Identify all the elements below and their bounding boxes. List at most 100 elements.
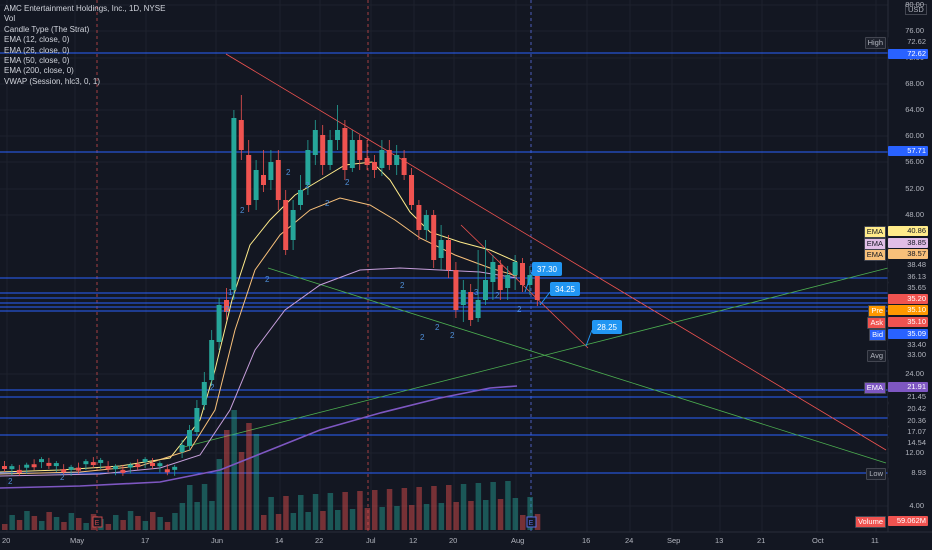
strat-label: 2 xyxy=(286,168,291,177)
candle-body xyxy=(372,162,377,170)
volume-bar xyxy=(490,482,496,530)
legend-ema26[interactable]: EMA (26, close, 0) xyxy=(4,45,70,55)
candle-body xyxy=(16,469,22,473)
candle-body xyxy=(98,459,104,463)
volume-bar xyxy=(386,489,393,530)
volume-bar xyxy=(246,423,252,530)
volume-bar xyxy=(431,486,437,530)
candle-body xyxy=(216,305,222,342)
volume-bar xyxy=(127,511,134,530)
candle-body xyxy=(409,175,414,205)
price-badge-value: 21.45 xyxy=(888,392,928,402)
candle-body xyxy=(364,158,370,165)
volume-bar xyxy=(164,522,171,530)
price-badge-value: 35.65 xyxy=(888,283,928,293)
volume-bar xyxy=(61,522,67,530)
candle-body xyxy=(357,140,363,160)
volume-bar xyxy=(342,492,348,530)
x-tick-label: May xyxy=(70,536,85,545)
legend-title[interactable]: AMC Entertainment Holdings, Inc., 1D, NY… xyxy=(4,4,166,13)
legend-vol[interactable]: Vol xyxy=(4,14,16,24)
candle-body xyxy=(453,270,459,310)
candle-body xyxy=(438,240,444,258)
candle-body xyxy=(268,162,274,180)
strat-label: 2 xyxy=(495,291,500,300)
volume-bar xyxy=(209,501,215,530)
candle-body xyxy=(187,430,192,446)
candle-body xyxy=(460,290,466,305)
x-tick-label: Jun xyxy=(211,536,224,545)
y-tick-label: 60.00 xyxy=(905,131,924,140)
resistance-trend-line xyxy=(460,224,589,349)
candle-body xyxy=(120,469,126,473)
strat-label: 2 xyxy=(225,305,230,314)
price-badge-value: 14.54 xyxy=(888,438,928,448)
price-badge-label: EMA xyxy=(863,226,886,238)
candle-body xyxy=(416,205,422,230)
price-badge-value: 59.062M xyxy=(888,516,928,526)
candle-body xyxy=(379,150,385,168)
price-badge-value: 38.85 xyxy=(888,238,928,248)
y-tick-label: 24.00 xyxy=(905,369,924,378)
price-badge-value: 72.62 xyxy=(888,49,928,59)
volume-bar xyxy=(364,508,371,530)
candle-body xyxy=(283,200,289,250)
price-badge-value: 35.09 xyxy=(888,329,928,339)
volume-bar xyxy=(253,434,260,530)
horizontal-levels xyxy=(0,52,888,474)
ema12-line xyxy=(0,161,518,473)
price-badge-value: 72.62 xyxy=(888,37,928,47)
candle-body xyxy=(105,466,111,470)
y-tick-label: 76.00 xyxy=(905,26,924,35)
legend-strat[interactable]: Candle Type (The Strat) xyxy=(4,24,90,34)
candle-body xyxy=(2,466,7,469)
volume-bar xyxy=(394,506,400,530)
candles xyxy=(2,95,540,476)
candle-body xyxy=(527,275,533,285)
trend-lines xyxy=(179,53,889,464)
volume-bar xyxy=(31,516,38,530)
y-tick-label: 48.00 xyxy=(905,210,924,219)
candle-body xyxy=(335,130,340,140)
volume-bar xyxy=(534,514,541,530)
volume-bar xyxy=(290,513,297,530)
candle-body xyxy=(76,467,81,471)
volume-bar xyxy=(527,497,533,530)
callout-leader xyxy=(524,271,533,293)
callout-box xyxy=(592,320,622,334)
price-badge-label: High xyxy=(864,37,886,49)
y-tick-label: 12.00 xyxy=(905,448,924,457)
strat-label: 2 xyxy=(400,281,405,290)
legend-ema50[interactable]: EMA (50, close, 0) xyxy=(4,56,70,66)
x-tick-label: Jul xyxy=(366,536,376,545)
volume-bar xyxy=(298,495,304,530)
price-badge-label: Low xyxy=(866,468,886,480)
candle-body xyxy=(386,150,392,165)
y-tick-label: 64.00 xyxy=(905,105,924,114)
volume-bar xyxy=(105,524,112,530)
price-badge-label: EMA xyxy=(863,382,886,394)
legend-ema200[interactable]: EMA (200, close, 0) xyxy=(4,66,74,76)
volume-bar xyxy=(157,517,163,530)
candle-body xyxy=(253,170,259,200)
legend-vwap[interactable]: VWAP (Session, hlc3, 0, 1) xyxy=(4,76,101,86)
price-badge-value: 35.10 xyxy=(888,317,928,327)
volume-bar xyxy=(24,511,30,530)
candle-body xyxy=(127,464,133,468)
volume-bar xyxy=(283,496,289,530)
volume-bar xyxy=(231,410,237,530)
volume-bar xyxy=(76,518,82,530)
x-tick-label: 13 xyxy=(715,536,724,545)
legend-ema12[interactable]: EMA (12, close, 0) xyxy=(4,35,70,45)
volume-bar xyxy=(172,513,178,530)
volume-bar xyxy=(475,483,482,530)
support-trend-line xyxy=(179,267,889,449)
currency-label[interactable]: USD xyxy=(905,4,927,15)
volume-bar xyxy=(216,459,223,530)
x-tick-label: 17 xyxy=(141,536,150,545)
candle-body xyxy=(83,461,89,465)
candle-body xyxy=(201,382,207,405)
x-tick-label: 20 xyxy=(2,536,11,545)
volume-bar xyxy=(83,523,89,530)
